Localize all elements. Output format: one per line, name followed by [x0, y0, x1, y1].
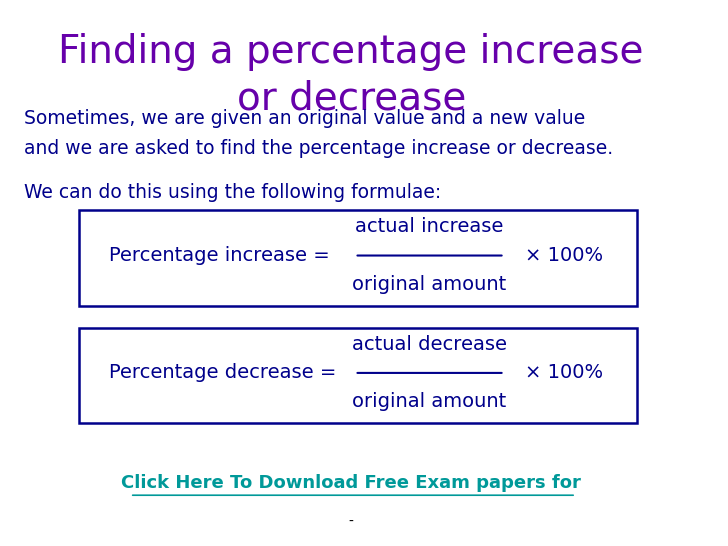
Text: Sometimes, we are given an original value and a new value: Sometimes, we are given an original valu…: [24, 109, 585, 128]
Text: -: -: [349, 514, 354, 529]
Text: and we are asked to find the percentage increase or decrease.: and we are asked to find the percentage …: [24, 139, 614, 158]
Text: actual decrease: actual decrease: [352, 335, 507, 354]
Text: × 100%: × 100%: [525, 246, 603, 265]
Text: × 100%: × 100%: [525, 364, 603, 382]
Text: Click Here To Download Free Exam papers for: Click Here To Download Free Exam papers …: [122, 474, 581, 492]
Text: Finding a percentage increase: Finding a percentage increase: [58, 33, 644, 71]
Text: We can do this using the following formulae:: We can do this using the following formu…: [24, 183, 441, 202]
Text: original amount: original amount: [352, 392, 507, 411]
FancyBboxPatch shape: [79, 328, 637, 423]
Text: Percentage increase =: Percentage increase =: [109, 246, 336, 265]
Text: or decrease: or decrease: [237, 79, 466, 117]
Text: actual increase: actual increase: [355, 217, 504, 236]
Text: Percentage decrease =: Percentage decrease =: [109, 364, 343, 382]
Text: original amount: original amount: [352, 275, 507, 294]
FancyBboxPatch shape: [79, 210, 637, 306]
